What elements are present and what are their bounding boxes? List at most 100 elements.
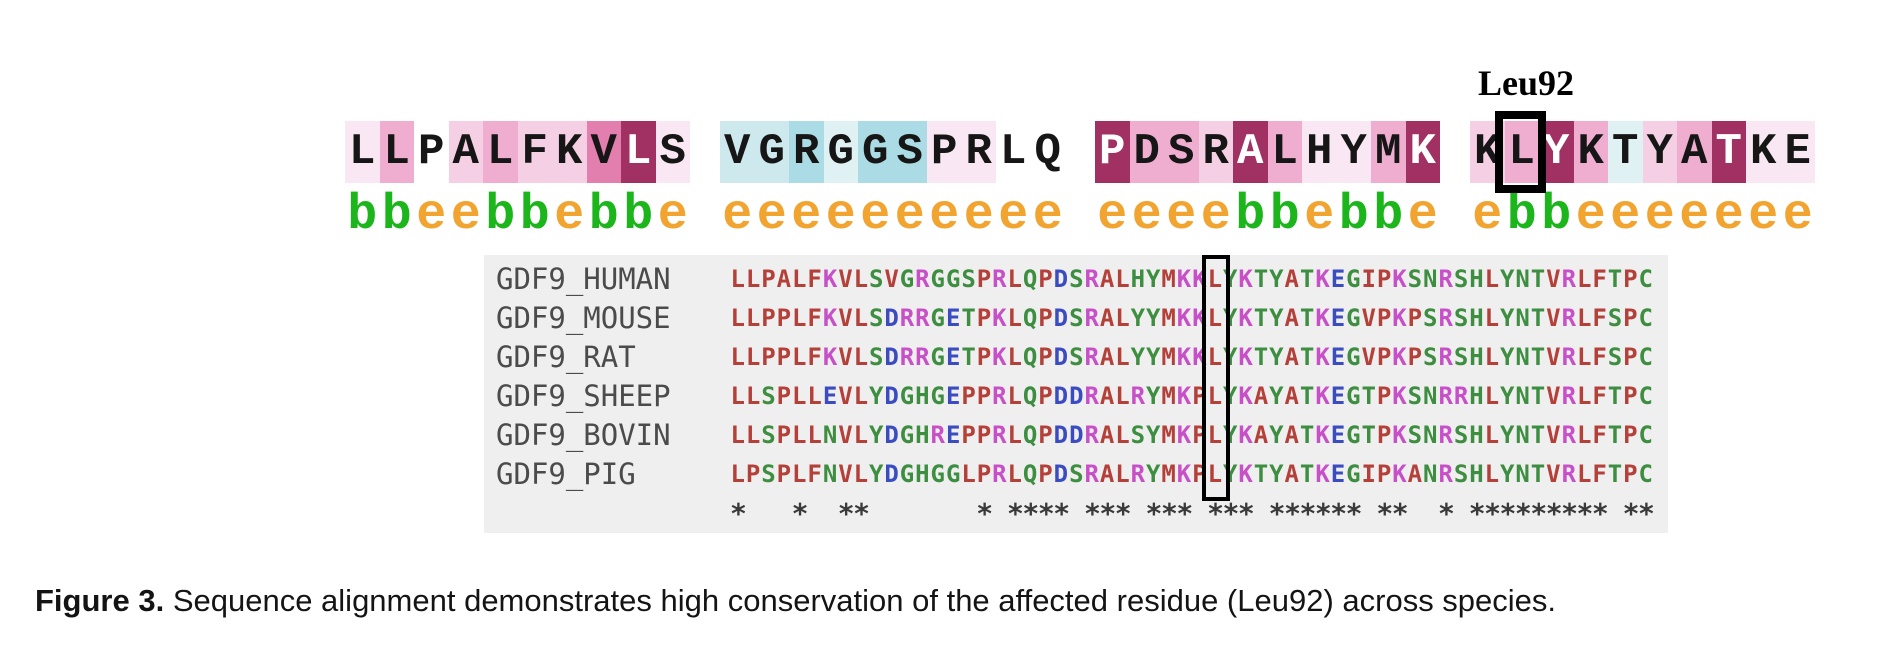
conservation-mark — [1069, 497, 1084, 530]
conservation-mark: * — [1484, 496, 1501, 530]
conservation-marks: * * * * * * * * * * * * * * * * * * * * * * * * * * * * *… — [730, 492, 1655, 530]
sequence-residue: L — [1207, 381, 1223, 410]
sequence-residue: L — [1115, 303, 1130, 332]
sequence-residue: H — [1469, 264, 1484, 293]
conservation-mark — [1192, 497, 1207, 530]
topology-cell: b — [1506, 187, 1537, 244]
conservation-mark — [1253, 497, 1268, 530]
sequence-residue: R — [1084, 420, 1099, 449]
sequence-residue: Y — [1500, 264, 1515, 293]
conservation-mark — [945, 497, 960, 530]
species-name: GDF9_MOUSE — [496, 300, 671, 335]
sequence-residue: D — [1069, 381, 1084, 410]
topology-cell: b — [519, 187, 550, 244]
sequence-residue: F — [807, 264, 822, 293]
sequence-residue: A — [1099, 420, 1115, 449]
conservation-mark — [761, 497, 776, 530]
sequence-residue: Y — [1146, 420, 1161, 449]
sequence-residue: Y — [1146, 303, 1161, 332]
sequence-residue: K — [1315, 342, 1330, 371]
sequence-residue: D — [1053, 381, 1069, 410]
conservation-mark: * — [853, 496, 870, 530]
sequence-residue: P — [1038, 303, 1053, 332]
topology-cell: e — [1131, 187, 1162, 244]
conservation-mark — [884, 497, 899, 530]
species-name: GDF9_BOVIN — [496, 417, 671, 452]
sequence-residue: C — [1638, 420, 1653, 449]
sequence-residue: Y — [1500, 342, 1515, 371]
sequence-residue: R — [1438, 264, 1453, 293]
conservation-mark: * — [1299, 496, 1317, 530]
sequence-residue: S — [761, 459, 776, 488]
sequence-residue: A — [1284, 459, 1299, 488]
sequence-residue: R — [915, 342, 930, 371]
sequence-residue: A — [1284, 342, 1299, 371]
sequence-residue: G — [1346, 420, 1361, 449]
sequence-residue: K — [1176, 459, 1192, 488]
conservation-mark: * — [1376, 496, 1394, 530]
sequence-residue: F — [1592, 264, 1607, 293]
sequence-residue: L — [1576, 264, 1592, 293]
sequence-residue: P — [1376, 303, 1392, 332]
sequence-residue: K — [1392, 264, 1407, 293]
sequence-residue: D — [884, 381, 899, 410]
sequence-residue: S — [1407, 420, 1423, 449]
sequence-residue: G — [1346, 264, 1361, 293]
sequence-residue: R — [899, 303, 915, 332]
sequence-residue: L — [792, 420, 807, 449]
sequence-residue: T — [1253, 459, 1269, 488]
sequence-residue: E — [1330, 342, 1346, 371]
conservation-mark: * — [1530, 496, 1548, 530]
sequence-residue: T — [1530, 342, 1546, 371]
topology-cell: b — [1541, 187, 1572, 244]
sequence-residue: R — [1438, 342, 1453, 371]
sequence-residue: G — [899, 420, 915, 449]
sequence-residue: L — [1484, 381, 1500, 410]
alignment-table: GDF9_HUMAN L L P A L F K V L S V G R G G S P R L Q P D S R A L H Y M K… — [484, 255, 1668, 533]
sequence-residue: L — [730, 420, 745, 449]
alignment-row: GDF9_BOVIN L L S P L L N V L Y D G H R E P P R L Q P D D R A L S Y M K… — [484, 415, 1668, 454]
sequence-residue: I — [1361, 264, 1376, 293]
sequence-residue: V — [838, 381, 853, 410]
sequence-residue: A — [1284, 303, 1299, 332]
sequence-residue: S — [1069, 342, 1084, 371]
sequence-residue: T — [1607, 459, 1623, 488]
residue-cell: G — [754, 121, 789, 183]
conservation-mark: * — [1007, 496, 1024, 530]
sequence-residue: V — [838, 459, 853, 488]
sequence-residue: P — [1623, 420, 1638, 449]
conservation-mark — [930, 497, 945, 530]
sequence-residue: A — [1253, 420, 1269, 449]
topology-cell: e — [1472, 187, 1503, 244]
conservation-mark: * — [1022, 496, 1040, 530]
residue-cell: P — [418, 127, 445, 177]
residue-cell: S — [1164, 121, 1199, 183]
sequence-residue: M — [1161, 264, 1176, 293]
conservation-mark: * — [1237, 496, 1255, 530]
conservation-mark: * — [1514, 496, 1532, 530]
sequence-residue: Q — [1022, 420, 1038, 449]
sequence-residue: V — [1546, 420, 1561, 449]
sequence-residue: V — [884, 264, 899, 293]
sequence-residue: T — [1299, 381, 1315, 410]
sequence-residue: V — [1361, 303, 1376, 332]
sequence-residue: S — [1407, 264, 1423, 293]
sequence-residue: E — [1330, 303, 1346, 332]
conservation-mark: * — [1099, 496, 1117, 530]
sequence-residue: C — [1638, 264, 1653, 293]
sequence-residue: R — [1561, 459, 1577, 488]
sequence-residue: H — [1469, 381, 1484, 410]
conservation-mark — [807, 497, 822, 530]
sequence-residue: G — [945, 264, 961, 293]
sequence-residue: F — [1592, 303, 1607, 332]
sequence-residue: L — [1576, 381, 1592, 410]
sequence-residue: A — [1099, 303, 1115, 332]
sequence-residue: R — [915, 303, 930, 332]
topology-cell: b — [588, 187, 619, 244]
sequence-residue: S — [868, 264, 884, 293]
sequence-residue: G — [945, 459, 961, 488]
sequence-residue: R — [992, 459, 1007, 488]
sequence-residue: R — [1130, 459, 1146, 488]
sequence-residue: P — [1623, 264, 1638, 293]
